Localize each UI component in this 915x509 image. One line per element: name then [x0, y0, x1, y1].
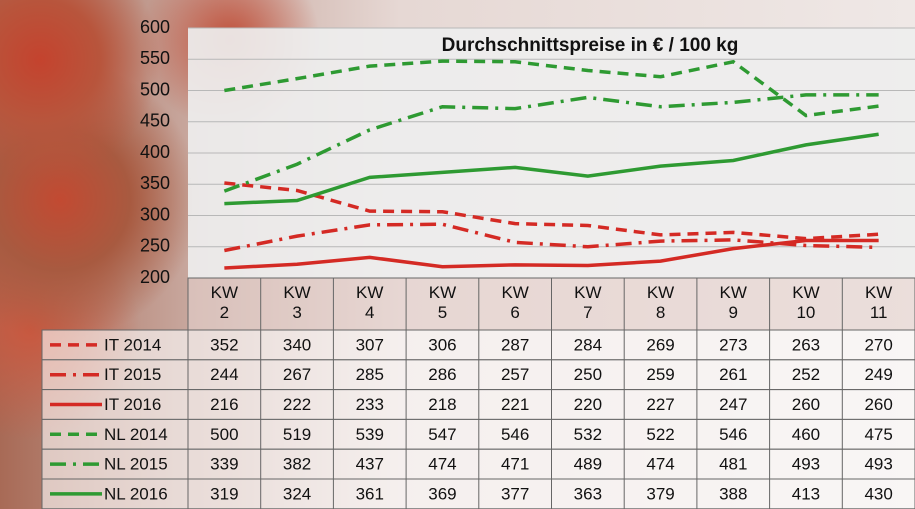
table-value: 475: [864, 425, 892, 444]
legend-label: IT 2015: [104, 365, 161, 384]
x-tick-label: KW 6: [501, 283, 529, 322]
x-tick-label: KW 9: [719, 283, 747, 322]
table-value: 532: [574, 425, 602, 444]
table-value: 286: [428, 365, 456, 384]
chart-title: Durchschnittspreise in € / 100 kg: [442, 35, 739, 56]
legend-label: NL 2015: [104, 455, 168, 474]
series-line: [224, 238, 879, 270]
table-value: 247: [719, 395, 747, 414]
table-value: 519: [283, 425, 311, 444]
x-tick-label: KW 10: [792, 283, 820, 322]
table-value: 539: [356, 425, 384, 444]
table-value: 284: [574, 335, 602, 354]
table-value: 319: [210, 484, 238, 503]
table-value: 287: [501, 335, 529, 354]
x-tick-label: KW 2: [210, 283, 239, 322]
table-value: 233: [356, 395, 384, 414]
legend-label: IT 2016: [104, 395, 161, 414]
table-value: 218: [428, 395, 456, 414]
table-value: 363: [574, 484, 602, 503]
table-value: 244: [210, 365, 238, 384]
table-value: 471: [501, 455, 529, 474]
y-tick-label: 300: [140, 204, 170, 224]
y-tick-label: 200: [140, 267, 170, 287]
y-tick-label: 450: [140, 111, 170, 131]
table-value: 260: [792, 395, 820, 414]
table-value: 500: [210, 425, 238, 444]
table-value: 437: [356, 455, 384, 474]
table-value: 250: [574, 365, 602, 384]
table-value: 249: [864, 365, 892, 384]
table-value: 430: [864, 484, 892, 503]
legend-label: IT 2014: [104, 335, 161, 354]
table-value: 481: [719, 455, 747, 474]
series-line: [224, 222, 879, 253]
table-value: 221: [501, 395, 529, 414]
table-value: 369: [428, 484, 456, 503]
table-value: 546: [719, 425, 747, 444]
table-value: 222: [283, 395, 311, 414]
table-value: 259: [646, 365, 674, 384]
table-value: 257: [501, 365, 529, 384]
y-tick-label: 550: [140, 48, 170, 68]
y-tick-label: 250: [140, 236, 170, 256]
table-value: 263: [792, 335, 820, 354]
table-value: 273: [719, 335, 747, 354]
table-value: 547: [428, 425, 456, 444]
x-tick-label: KW 3: [283, 283, 311, 322]
table-value: 377: [501, 484, 529, 503]
table-value: 474: [428, 455, 456, 474]
table-value: 339: [210, 455, 238, 474]
table-value: 285: [356, 365, 384, 384]
table-value: 493: [792, 455, 820, 474]
y-tick-label: 350: [140, 173, 170, 193]
series-line: [224, 181, 879, 241]
table-value: 493: [864, 455, 892, 474]
table-value: 460: [792, 425, 820, 444]
series-line: [224, 59, 879, 118]
table-value: 340: [283, 335, 311, 354]
table-value: 388: [719, 484, 747, 503]
y-tick-label: 400: [140, 142, 170, 162]
series-line: [223, 93, 879, 193]
series-line: [224, 132, 879, 206]
legend-label: NL 2014: [104, 425, 168, 444]
x-tick-label: KW 4: [356, 283, 384, 322]
x-tick-label: KW 11: [864, 283, 893, 322]
table-value: 324: [283, 484, 311, 503]
legend-label: NL 2016: [104, 484, 168, 503]
table-value: 522: [646, 425, 674, 444]
table-value: 413: [792, 484, 820, 503]
y-tick-label: 600: [140, 17, 170, 37]
x-tick-label: KW 7: [574, 283, 602, 322]
table-value: 489: [574, 455, 602, 474]
table-value: 261: [719, 365, 747, 384]
x-tick-label: KW 8: [646, 283, 675, 322]
x-tick-label: KW 5: [428, 283, 457, 322]
table-value: 270: [864, 335, 892, 354]
table-value: 267: [283, 365, 311, 384]
table-value: 306: [428, 335, 456, 354]
table-value: 307: [356, 335, 384, 354]
table-value: 546: [501, 425, 529, 444]
table-value: 216: [210, 395, 238, 414]
table-value: 382: [283, 455, 311, 474]
table-value: 269: [646, 335, 674, 354]
table-value: 352: [210, 335, 238, 354]
table-value: 474: [646, 455, 674, 474]
table-value: 260: [864, 395, 892, 414]
table-value: 252: [792, 365, 820, 384]
y-tick-label: 500: [140, 79, 170, 99]
table-value: 227: [646, 395, 674, 414]
table-value: 361: [356, 484, 384, 503]
table-value: 379: [646, 484, 674, 503]
table-value: 220: [574, 395, 602, 414]
